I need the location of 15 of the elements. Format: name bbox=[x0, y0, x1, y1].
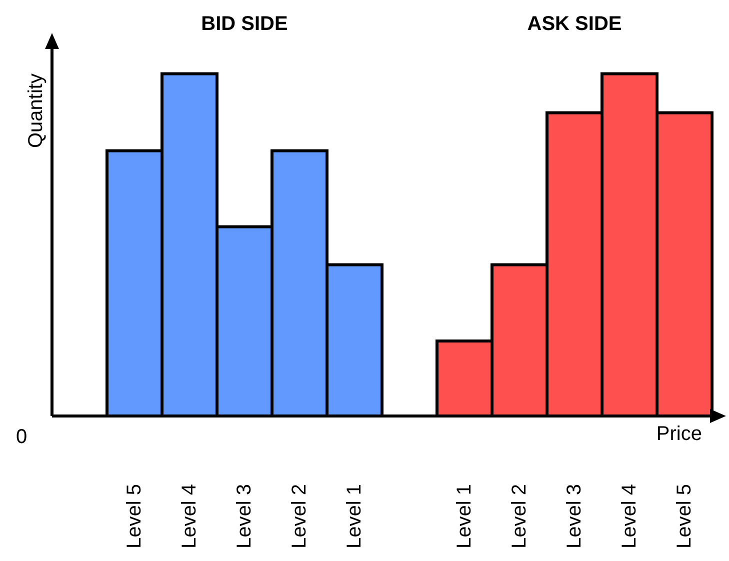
y-axis-title: Quantity bbox=[25, 74, 48, 148]
x-tick-label: Level 1 bbox=[454, 484, 476, 548]
x-tick-label: Level 4 bbox=[178, 484, 200, 548]
text: BID SIDE bbox=[200, 13, 289, 36]
x-tick-label: Level 3 bbox=[234, 484, 256, 548]
x-tick-label: Level 3 bbox=[564, 484, 586, 548]
x-tick-label: Level 5 bbox=[124, 484, 146, 548]
x-tick-label: Level 5 bbox=[674, 484, 696, 548]
x-tick-label: Level 4 bbox=[618, 484, 640, 548]
x-axis-title: Price bbox=[656, 423, 702, 446]
x-tick-label: Level 2 bbox=[508, 484, 530, 548]
text: 0 bbox=[16, 426, 28, 449]
x-tick-label: Level 2 bbox=[288, 484, 310, 548]
x-tick-label: Level 1 bbox=[344, 484, 366, 548]
text: ASK SIDE bbox=[526, 13, 623, 36]
